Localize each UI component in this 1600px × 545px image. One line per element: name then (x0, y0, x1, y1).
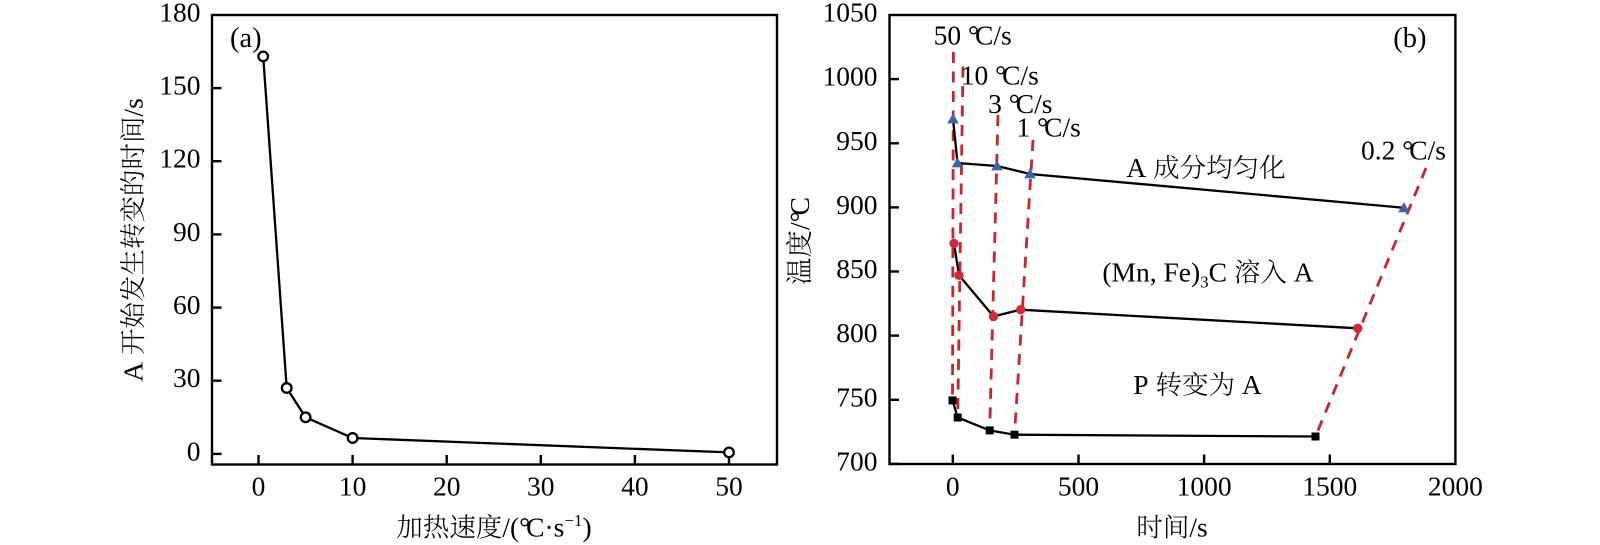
svg-text:): ) (582, 512, 591, 543)
svg-text:20: 20 (433, 471, 461, 502)
svg-text:1 °C/s: 1 °C/s (1017, 111, 1081, 142)
svg-text:900: 900 (836, 189, 877, 220)
svg-text:60: 60 (173, 289, 201, 320)
svg-text:700: 700 (836, 445, 877, 476)
svg-text:30: 30 (173, 362, 201, 393)
svg-text:1000: 1000 (823, 61, 878, 92)
svg-text:50: 50 (715, 471, 743, 502)
svg-text:500: 500 (1058, 471, 1099, 502)
svg-text:P: P (1133, 369, 1148, 400)
svg-text:−1: −1 (564, 511, 582, 530)
svg-text:/s: /s (117, 98, 148, 116)
svg-text:50 °C/s: 50 °C/s (934, 20, 1012, 51)
svg-text:/(°C·s: /(°C·s (502, 512, 564, 543)
svg-text:(a): (a) (230, 23, 262, 54)
svg-text:3 °C/s: 3 °C/s (988, 88, 1052, 119)
svg-text:/s: /s (1189, 512, 1207, 543)
svg-text:2000: 2000 (1428, 471, 1483, 502)
svg-text:0: 0 (946, 471, 960, 502)
svg-text:3: 3 (1200, 273, 1209, 292)
svg-text:A: A (1126, 152, 1146, 183)
svg-text:/°C: /°C (784, 197, 815, 230)
svg-text:A: A (1242, 369, 1262, 400)
svg-text:0.2 °C/s: 0.2 °C/s (1361, 135, 1446, 166)
svg-text:A: A (1294, 257, 1314, 288)
svg-text:950: 950 (836, 125, 877, 156)
svg-text:40: 40 (621, 471, 649, 502)
svg-text:850: 850 (836, 253, 877, 284)
svg-text:1000: 1000 (1177, 471, 1232, 502)
svg-text:1050: 1050 (823, 0, 878, 28)
svg-text:A: A (117, 362, 148, 382)
svg-text:(Mn, Fe): (Mn, Fe) (1102, 257, 1200, 288)
svg-text:120: 120 (159, 143, 200, 174)
svg-text:90: 90 (173, 216, 201, 247)
svg-text:(b): (b) (1393, 23, 1426, 54)
svg-text:150: 150 (159, 70, 200, 101)
svg-text:0: 0 (252, 471, 266, 502)
svg-text:C: C (1209, 257, 1227, 288)
svg-text:180: 180 (159, 0, 200, 27)
svg-text:10: 10 (339, 471, 367, 502)
svg-text:0: 0 (187, 435, 201, 466)
svg-text:750: 750 (836, 381, 877, 412)
svg-text:10 °C/s: 10 °C/s (961, 59, 1039, 90)
svg-text:1500: 1500 (1302, 471, 1357, 502)
svg-text:30: 30 (527, 471, 555, 502)
svg-text:800: 800 (836, 317, 877, 348)
